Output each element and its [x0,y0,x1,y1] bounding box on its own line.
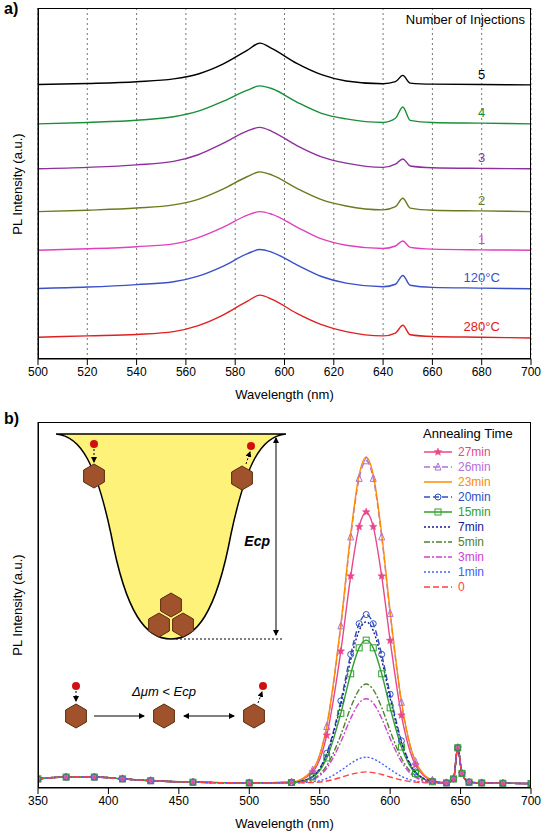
html-text:3min: 3min [458,549,484,564]
svg-text:700: 700 [521,365,541,379]
svg-text:550: 550 [310,794,330,808]
html-text:b): b) [4,410,20,427]
html-text:1min: 1min [458,564,484,579]
html-text:Annealing Time: Annealing Time [423,426,513,441]
html-text:280°C: 280°C [463,319,500,335]
svg-text:Δμm < Ecp: Δμm < Ecp [131,684,196,699]
svg-text:640: 640 [373,365,393,379]
svg-text:650: 650 [451,794,471,808]
html-text:20min: 20min [458,489,491,504]
html-text:Number of Injections: Number of Injections [405,12,525,27]
svg-text:Ecp: Ecp [244,533,270,549]
svg-text:500: 500 [239,794,259,808]
svg-text:350: 350 [28,794,48,808]
html-text:27min: 27min [458,444,491,459]
svg-text:560: 560 [176,365,196,379]
html-text:15min: 15min [458,504,491,519]
html-text:1: 1 [478,231,486,247]
svg-text:620: 620 [324,365,344,379]
html-text:7min: 7min [458,519,484,534]
html-text:PL Intensity (a.u.): PL Intensity (a.u.) [9,132,25,235]
svg-text:600: 600 [380,794,400,808]
html-text:5: 5 [478,66,486,82]
html-text:2: 2 [478,192,486,208]
svg-text:540: 540 [127,365,147,379]
svg-text:580: 580 [225,365,245,379]
svg-text:660: 660 [422,365,442,379]
html-text:4: 4 [478,105,486,121]
html-text:23min: 23min [458,474,491,489]
svg-text:400: 400 [98,794,118,808]
svg-text:Wavelength (nm): Wavelength (nm) [235,816,334,831]
svg-text:Wavelength (nm): Wavelength (nm) [235,387,334,402]
svg-text:680: 680 [472,365,492,379]
html-text:26min: 26min [458,459,491,474]
html-text:PL Intensity (a.u.): PL Intensity (a.u.) [9,554,25,656]
svg-text:700: 700 [521,794,541,808]
svg-text:450: 450 [169,794,189,808]
svg-text:600: 600 [274,365,294,379]
svg-text:520: 520 [77,365,97,379]
html-text:5min: 5min [458,534,484,549]
svg-text:500: 500 [28,365,48,379]
html-text:120°C: 120°C [463,270,500,286]
html-text:a): a) [4,0,19,17]
html-text:3: 3 [478,150,486,166]
html-text:0: 0 [458,579,465,594]
